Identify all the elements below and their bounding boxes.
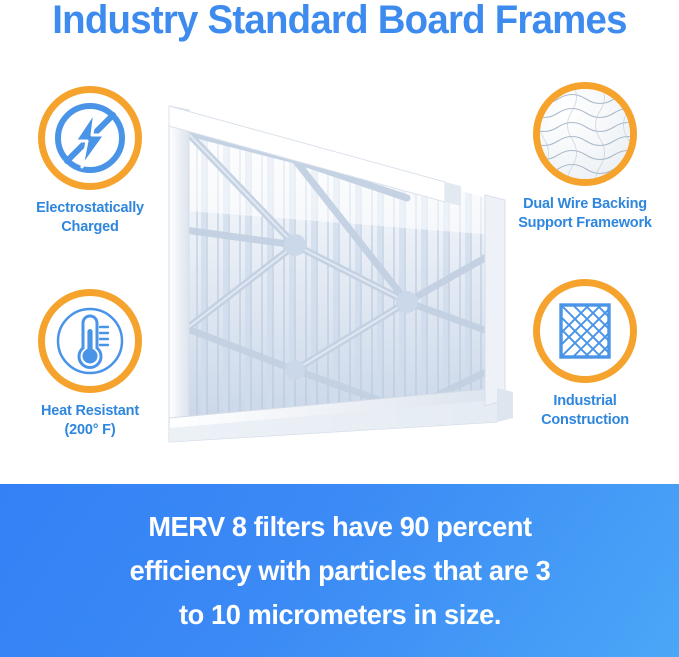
feature-label: Heat Resistant (200° F) [2,402,178,440]
feature-label: Dual Wire Backing Support Framework [497,195,673,233]
feature-ring [533,82,637,186]
wire-mesh-texture [540,89,630,179]
feature-label-line2: Construction [541,412,629,428]
feature-label-line2: (200° F) [64,422,116,438]
feature-ring [38,289,142,393]
feature-electrostatically-charged: Electrostatically Charged [2,86,178,237]
banner-text: MERV 8 filters have 90 percent efficienc… [49,505,631,637]
feature-ring [38,86,142,190]
merv-rating-banner: MERV 8 filters have 90 percent efficienc… [0,484,679,657]
feature-label-line1: Industrial [553,393,617,409]
feature-label-line1: Electrostatically [36,200,144,216]
wire-mesh-photo-icon [540,89,630,179]
banner-line-2: efficiency with particles that are 3 [129,554,550,586]
feature-heat-resistant: Heat Resistant (200° F) [2,289,178,440]
lightning-bolt-no-static-icon [55,103,125,173]
feature-label-line1: Heat Resistant [41,403,139,419]
feature-ring [533,279,637,383]
banner-line-3: to 10 micrometers in size. [178,598,501,630]
feature-label-line2: Charged [61,219,119,235]
feature-label: Electrostatically Charged [2,199,178,237]
feature-industrial-construction: Industrial Construction [497,279,673,430]
feature-label-line2: Support Framework [518,215,652,231]
feature-label: Industrial Construction [497,392,673,430]
page-title: Industry Standard Board Frames [52,0,627,42]
banner-line-1: MERV 8 filters have 90 percent [147,510,532,542]
thermometer-icon [56,307,124,375]
feature-label-line1: Dual Wire Backing [523,196,647,212]
product-image [145,70,520,475]
lattice-grid-icon [559,303,611,359]
pleated-filter-illustration [168,105,513,443]
feature-dual-wire-backing: Dual Wire Backing Support Framework [497,82,673,233]
